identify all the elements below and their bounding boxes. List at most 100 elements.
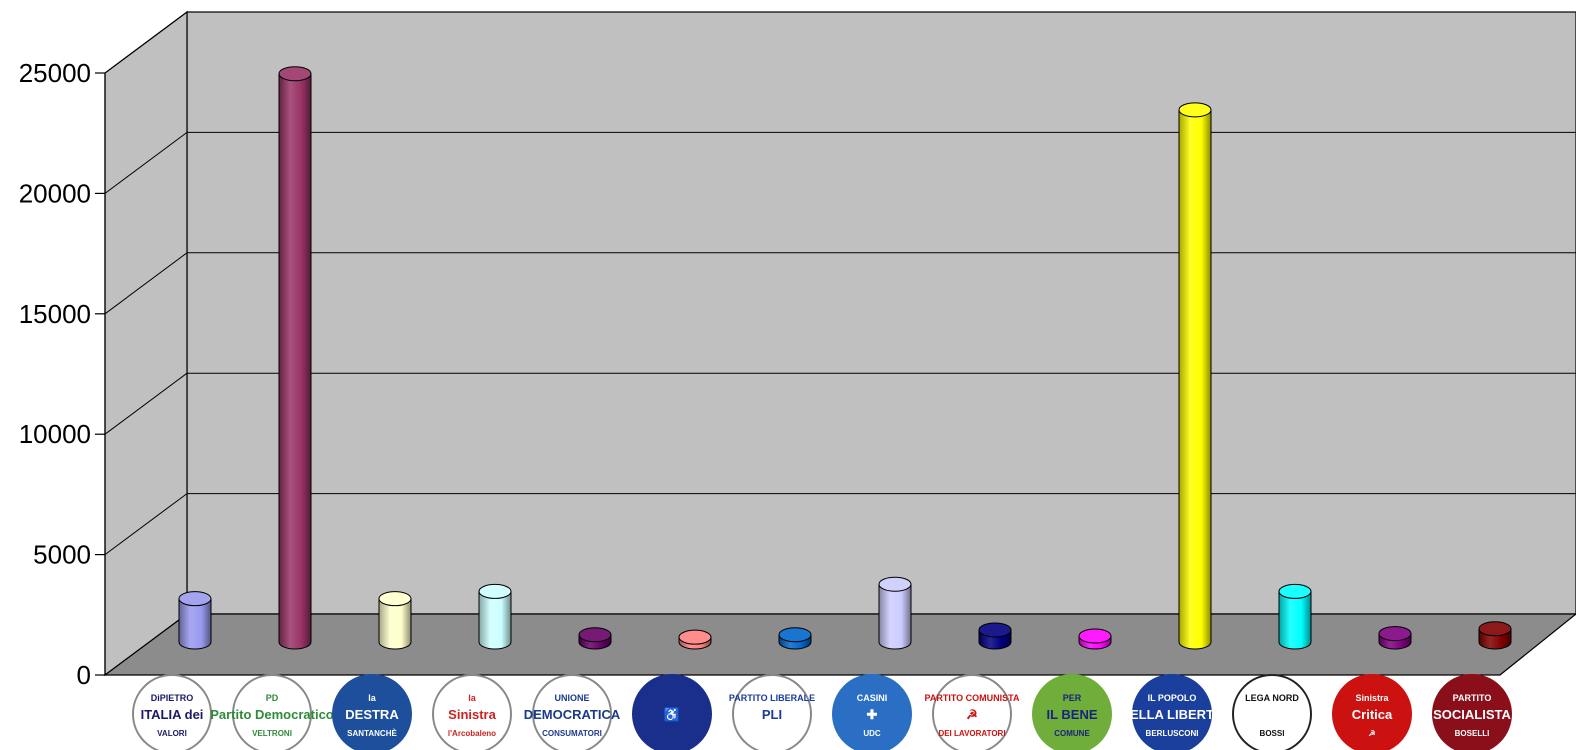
logo-text: DEMOCRATICA [524,707,621,722]
bar-top [878,576,912,592]
party-logo-7: PARTITO LIBERALE PLI [729,674,815,750]
bar [578,627,612,650]
bar-top [1378,626,1412,642]
logo-text: CASINI [857,693,888,703]
logo-text: Sinistra [448,707,496,722]
bar [178,591,212,650]
logo-circle [1032,674,1112,750]
bar [1278,583,1312,650]
gridline-side [104,252,188,315]
logo-circle [432,674,512,750]
y-tick-label: 5000 [33,540,91,570]
bar [378,591,412,650]
party-logo-8: CASINI ✚ UDC [832,674,912,750]
logo-text: DELLA LIBERTÀ [1121,707,1224,722]
bar [1078,628,1112,650]
logo-circle [932,674,1012,750]
gridline-side [104,493,188,556]
logo-text: IL POPOLO [1148,693,1197,703]
bar-top [1478,621,1512,637]
bar [1178,102,1212,650]
bar [478,583,512,650]
logo-text: ✚ [867,707,878,722]
bar-top [1078,628,1112,644]
bar-top [178,591,212,607]
logo-text: VELTRONI [252,729,292,738]
logo-text: la [368,693,377,703]
logo-text: Critica [1352,707,1393,722]
logo-text: SANTANCHÈ [347,729,397,738]
logo-circle [732,674,812,750]
logo-text: COMUNE [1054,729,1090,738]
logo-text: la [468,693,477,703]
party-logo-10: PER IL BENE COMUNE [1032,674,1112,750]
party-logo-5: UNIONE DEMOCRATICA CONSUMATORI [524,674,621,750]
logo-circle [1232,674,1312,750]
bar-body [1178,109,1212,650]
bar [278,66,312,650]
logo-text: BOSELLI [1455,729,1490,738]
chart-walls [103,10,1576,677]
logo-text: IL BENE [1046,707,1097,722]
logo-text: DESTRA [345,707,399,722]
gridline-side [104,372,188,435]
party-logo-1: DiPIETRO ITALIA dei VALORI [132,674,212,750]
bar [878,576,912,650]
logo-text: l'Arcobaleno [448,729,496,738]
logo-text: PD [266,693,279,703]
logo-text: Partito Democratico [210,707,334,722]
party-logo-6: ♿ [632,674,712,750]
bar-top [278,66,312,82]
logo-text: UNIONE [554,693,589,703]
bar-body [278,73,312,650]
logo-text: Sinistra [1355,693,1389,703]
bar-top [478,583,512,599]
logo-text: PER [1063,693,1082,703]
party-logo-2: PD Partito Democratico VELTRONI [210,674,334,750]
bar [1478,621,1512,650]
bar-top [1178,102,1212,118]
logo-text: ☭ [966,707,978,722]
gridline-side [104,11,188,74]
logo-text: UDC [863,729,881,738]
logo-circle [632,674,712,750]
logo-text: ☭ [1368,729,1375,738]
logo-circle [332,674,412,750]
logo-text: DiPIETRO [151,693,194,703]
party-logos: DiPIETRO ITALIA dei VALORI PD Partito Democr… [132,674,1512,750]
y-tick-label: 10000 [19,419,91,449]
bar-body [878,583,912,650]
logo-text: CONSUMATORI [542,729,602,738]
bar-top [978,622,1012,638]
y-tick-label: 0 [77,660,91,690]
y-tick-label: 25000 [19,58,91,88]
party-logo-12: LEGA NORD BOSSI [1232,674,1312,750]
bar-body [178,598,212,650]
logo-text: ♿ [664,707,680,722]
gridline-side [104,131,188,194]
chart-bars [178,66,1512,650]
party-logo-9: PARTITO COMUNISTA ☭ DEI LAVORATORI [925,674,1020,750]
logo-text: LEGA NORD [1245,693,1299,703]
bar [678,629,712,650]
bar-top [578,627,612,643]
logo-circle [132,674,212,750]
bar [978,622,1012,650]
logo-circle [532,674,612,750]
logo-text: ITALIA dei [141,707,204,722]
logo-text: DEI LAVORATORI [938,729,1005,738]
party-logo-13: Sinistra Critica ☭ [1332,674,1412,750]
party-logo-3: la DESTRA SANTANCHÈ [332,674,412,750]
logo-text: BERLUSCONI [1146,729,1199,738]
logo-text: PLI [762,707,782,722]
logo-text: VALORI [157,729,187,738]
bar-body [378,598,412,650]
bar [778,627,812,650]
back-wall [186,11,1576,615]
logo-text: PARTITO LIBERALE [729,693,815,703]
logo-circle [1332,674,1412,750]
party-logo-14: PARTITO SOCIALISTA BOSELLI [1432,674,1512,750]
bar-body [1278,590,1312,650]
y-tick-label: 20000 [19,178,91,208]
